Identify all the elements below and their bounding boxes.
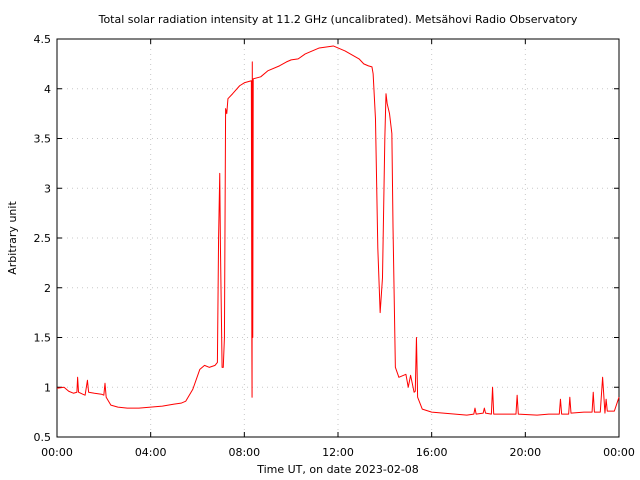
x-tick-label: 20:00: [509, 446, 541, 459]
chart-title: Total solar radiation intensity at 11.2 …: [98, 13, 578, 26]
x-tick-label: 08:00: [228, 446, 260, 459]
y-tick-label: 4.5: [34, 33, 52, 46]
y-tick-label: 1: [44, 381, 51, 394]
x-tick-label: 12:00: [322, 446, 354, 459]
x-axis-title: Time UT, on date 2023-02-08: [256, 463, 419, 476]
series-line-0: [56, 45, 620, 416]
y-tick-label: 3.5: [34, 133, 52, 146]
y-tick-label: 4: [44, 83, 51, 96]
y-tick-label: 1.5: [34, 332, 52, 345]
y-tick-label: 2.5: [34, 232, 52, 245]
y-tick-label: 3: [44, 182, 51, 195]
series: [56, 45, 620, 416]
y-axis-title: Arbitrary unit: [6, 201, 19, 275]
grid: [57, 39, 619, 437]
x-tick-label: 00:00: [41, 446, 73, 459]
y-tick-label: 2: [44, 282, 51, 295]
y-tick-label: 0.5: [34, 431, 52, 444]
x-tick-label: 00:00: [603, 446, 635, 459]
x-tick-label: 16:00: [416, 446, 448, 459]
x-tick-label: 04:00: [135, 446, 167, 459]
ticks: 00:00 04:00 08:00 12:00 16:00 20:00 00:00 0.5 1 1…: [34, 33, 635, 459]
